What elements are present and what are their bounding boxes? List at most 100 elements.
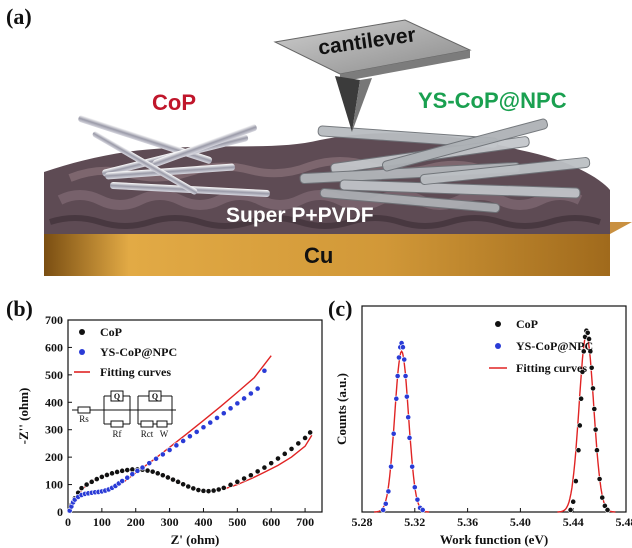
cop-data-point	[295, 440, 302, 447]
panel-label-a: (a)	[6, 4, 32, 29]
cpe-q2	[148, 390, 162, 402]
resistor-rs	[77, 406, 91, 414]
legend-entry: YS-CoP@NPC	[100, 345, 177, 359]
cpe-q1	[110, 390, 124, 402]
ys-cop-npc-nanorods	[299, 118, 591, 213]
cop-data-point	[98, 473, 105, 480]
panel-label-b: (b)	[6, 296, 33, 321]
x-tick-label: 500	[228, 515, 246, 529]
ys-cop-npc-data-point	[214, 415, 220, 421]
ys-cop-npc-data-point	[193, 429, 200, 435]
cu-label: Cu	[304, 243, 334, 268]
y-tick-label: 300	[45, 423, 63, 437]
y-tick-label: 0	[57, 505, 63, 519]
cop-data-point	[185, 483, 192, 490]
x-tick-label: 5.44	[563, 515, 584, 529]
plot-frame	[361, 305, 627, 513]
ys-cop-npc-data-point	[400, 344, 406, 351]
equivalent-circuit-inset: Q Q Rs Rf Rct W	[72, 390, 176, 439]
ys-cop-npc-data-point	[401, 356, 408, 363]
legend-dot-marker	[495, 321, 501, 327]
ys-cop-npc-data-point	[180, 438, 187, 444]
ys-cop-npc-data-point	[139, 464, 146, 471]
ys-cop-npc-data-point	[129, 471, 136, 478]
ys-cop-npc-label: YS-CoP@NPC	[418, 88, 567, 113]
cop-data-point	[93, 476, 100, 482]
ys-cop-npc-data-point	[146, 460, 153, 467]
cop-data-point	[220, 484, 227, 491]
cop-data-point	[599, 494, 606, 501]
cop-nanorods	[78, 115, 270, 198]
ys-cop-npc-data-point	[173, 442, 180, 449]
cop-data-point	[594, 447, 600, 454]
ys-cop-npc-data-point	[166, 447, 173, 453]
cop-data-point	[180, 481, 187, 488]
cop-data-point	[302, 435, 308, 441]
ys-cop-npc-data-point	[207, 419, 214, 426]
ys-cop-npc-data-point	[227, 405, 234, 412]
cop-data-point	[275, 455, 281, 462]
w-label: W	[160, 429, 169, 439]
cop-data-point	[586, 336, 592, 342]
ys-cop-npc-data-point	[254, 385, 261, 392]
cop-data-point	[572, 478, 579, 484]
ys-cop-npc-data-point	[261, 367, 268, 374]
cpe-q2-label: Q	[152, 392, 158, 401]
cop-data-point	[83, 481, 90, 488]
ys-cop-npc-data-point	[124, 474, 131, 481]
cpe-q1-label: Q	[114, 392, 120, 401]
ys-cop-npc-data-point	[406, 434, 413, 441]
cop-data-point	[592, 426, 599, 433]
cop-data-point	[590, 385, 596, 392]
ys-cop-npc-data-point	[403, 393, 410, 400]
cop-data-point	[175, 478, 181, 485]
cop-data-point	[576, 422, 583, 429]
ys-cop-npc-data-point	[385, 488, 392, 495]
binder-label: Super P+PVDF	[226, 204, 374, 227]
cop-data-point	[165, 474, 171, 481]
ys-cop-npc-data-point	[241, 395, 248, 402]
cop-data-point	[604, 507, 611, 513]
cop-data-point	[200, 487, 207, 494]
cop-data-point	[195, 487, 202, 493]
x-tick-label: 5.36	[457, 515, 478, 529]
y-tick-label: 500	[45, 368, 63, 382]
x-axis-label: Z' (ohm)	[171, 532, 220, 547]
legend-entry: YS-CoP@NPC	[516, 339, 593, 353]
cop-data-point	[247, 472, 254, 479]
x-tick-label: 600	[262, 515, 280, 529]
ys-cop-npc-data-point	[134, 467, 141, 474]
resistor-rf	[110, 420, 124, 428]
x-tick-label: 5.32	[404, 515, 425, 529]
x-tick-label: 300	[161, 515, 179, 529]
ys-cop-npc-data-point	[409, 463, 416, 470]
rf-label: Rf	[113, 429, 122, 439]
ys-cop-npc-data-point	[419, 507, 426, 513]
ys-cop-npc-data-point	[153, 455, 159, 462]
cop-data-point	[104, 472, 110, 478]
ys-cop-npc-data-point	[382, 500, 389, 507]
cop-data-point	[159, 472, 166, 479]
cop-data-point	[591, 406, 598, 412]
ys-cop-npc-data-point	[393, 395, 400, 402]
schematic-illustration	[44, 19, 632, 276]
panel-label-c: (c)	[328, 296, 353, 321]
ys-cop-npc-data-point	[200, 424, 207, 431]
cop-data-point	[144, 467, 151, 474]
ys-cop-npc-data-point	[394, 373, 401, 379]
cop-label: CoP	[152, 90, 196, 115]
cop-data-point	[205, 488, 212, 495]
x-tick-label: 5.48	[616, 515, 632, 529]
y-axis-label: Counts (a.u.)	[334, 373, 349, 445]
cop-data-point	[580, 348, 587, 355]
ys-cop-npc-data-point	[414, 496, 421, 503]
cop-data-point	[124, 467, 131, 473]
cop-data-point	[596, 476, 603, 482]
cop-data-point	[241, 475, 248, 482]
cop-data-point	[190, 485, 197, 492]
cop-data-point	[570, 498, 577, 505]
nyquist-chart: 0 100 200 300 400 500 600 700 0 100 200 300 400 500 60…	[16, 313, 323, 547]
x-tick-label: 5.40	[510, 515, 531, 529]
warburg-element	[156, 420, 168, 428]
ys-cop-npc-data-point	[388, 463, 394, 470]
